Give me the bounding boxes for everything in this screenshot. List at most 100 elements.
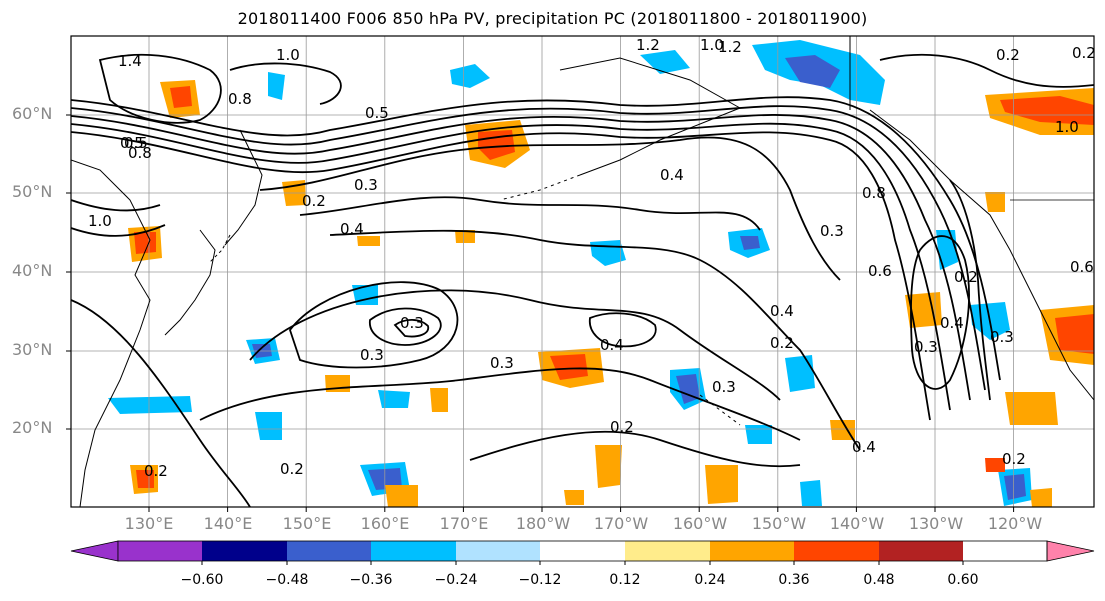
precip-positive-core — [136, 470, 154, 488]
contour-label: 0.8 — [862, 184, 886, 202]
map-background — [71, 36, 1094, 507]
pv-contour — [910, 235, 970, 390]
precip-negative-region — [255, 412, 282, 440]
lon-label: 140°E — [203, 514, 253, 533]
contour-label: 1.0 — [88, 212, 112, 230]
precip-negative-core — [785, 55, 840, 88]
colorbar — [70, 540, 1095, 565]
axis-ticks — [66, 114, 1015, 512]
pv-contour — [369, 307, 442, 346]
precip-negative-region — [352, 285, 378, 305]
precip-negative-region — [450, 64, 490, 88]
pv-contour — [199, 367, 801, 441]
precip-positive-core — [134, 232, 156, 254]
precip-positive-core — [170, 86, 192, 108]
colorbar-segment — [202, 541, 287, 561]
lon-label: 130°E — [124, 514, 174, 533]
contour-label: 0.4 — [852, 438, 876, 456]
precip-positive-region — [430, 388, 448, 412]
precip-negative-region — [378, 390, 410, 408]
pv-contour — [949, 179, 991, 401]
pv-contour — [71, 224, 166, 237]
colorbar-segment — [710, 541, 794, 561]
pv-contour — [71, 105, 986, 391]
contour-label: 1.0 — [1055, 118, 1079, 136]
pv-contour — [393, 318, 430, 338]
lat-label: 50°N — [12, 182, 53, 201]
colorbar-extend-max — [1046, 540, 1095, 562]
contour-label: 0.5 — [124, 134, 148, 152]
contour-label: 0.4 — [340, 220, 364, 238]
contour-label: 0.3 — [400, 314, 424, 332]
lon-label: 170°E — [439, 514, 489, 533]
contour-label: 0.4 — [660, 166, 684, 184]
pv-contour — [98, 53, 222, 124]
precip-positive-region — [455, 230, 475, 243]
contour-labels: 1.21.4 1.00.80.50.81.00.50.30.20.40.40.30… — [88, 36, 1096, 480]
lon-label: 120°W — [987, 514, 1043, 533]
precip-negative-core — [1004, 474, 1026, 500]
colorbar-segment — [625, 541, 710, 561]
contour-label: 1.2 — [636, 36, 660, 54]
pv-contour — [879, 53, 1094, 88]
precip-positive-core — [478, 130, 515, 160]
coastline-kamchatka — [224, 129, 263, 246]
contour-label: 0.8 — [228, 90, 252, 108]
precip-positive-core — [1055, 314, 1094, 354]
contour-label: 0.4 — [770, 302, 794, 320]
contour-label: 0.2 — [302, 192, 326, 210]
colorbar-segment — [794, 541, 879, 561]
precip-positive-region — [595, 445, 622, 488]
precip-positive-region — [830, 420, 855, 440]
lon-label: 150°E — [282, 514, 332, 533]
colorbar-tick-label: 0.36 — [778, 572, 810, 588]
contour-label: 1.2 — [718, 38, 742, 56]
colorbar-segment — [540, 541, 625, 561]
contour-label: 0.3 — [914, 338, 938, 356]
coastline-hawaii — [699, 394, 741, 426]
precip-negative-region — [640, 50, 690, 74]
coastlines — [71, 36, 1094, 507]
precip-positive-region — [1030, 488, 1052, 507]
precip-positive-region — [1005, 392, 1058, 425]
lon-label: 150°W — [751, 514, 807, 533]
contour-label: 0.6 — [1070, 258, 1094, 276]
lon-label: 180°W — [515, 514, 571, 533]
precip-negative-region — [785, 355, 815, 392]
colorbar-tick-label: −0.12 — [518, 572, 562, 588]
lon-label: 130°W — [908, 514, 964, 533]
colorbar-segment — [118, 541, 202, 561]
contour-label: 0.4 — [600, 336, 624, 354]
precip-negative-core — [740, 236, 760, 250]
contour-label: 0.5 — [365, 104, 389, 122]
colorbar-tick-label: −0.24 — [434, 572, 478, 588]
colorbar-segment — [879, 541, 963, 561]
contour-label: 0.3 — [490, 354, 514, 372]
contour-label: 0.2 — [1072, 44, 1096, 62]
colorbar-outline — [117, 540, 1048, 562]
pv-contour — [229, 62, 342, 105]
coastline-north-america — [869, 109, 1094, 401]
contour-label: 0.2 — [610, 418, 634, 436]
contour-label: 0.2 — [280, 460, 304, 478]
contour-label: 0.5 — [120, 134, 144, 152]
contour-label: 0.3 — [712, 378, 736, 396]
lon-label: 140°W — [829, 514, 885, 533]
pv-contour — [259, 136, 841, 281]
contour-label: 0.4 — [940, 314, 964, 332]
coastline-aleutians — [499, 174, 581, 201]
contour-label: 1.0 — [700, 36, 724, 54]
precip-negative-region — [268, 72, 285, 100]
precip-positive-region — [705, 465, 738, 504]
contour-label: 0.3 — [360, 346, 384, 364]
chart-title: 2018011400 F006 850 hPa PV, precipitatio… — [237, 9, 868, 28]
contour-label: 0.3 — [354, 176, 378, 194]
coastline-alaska — [559, 57, 742, 176]
colorbar-segment — [371, 541, 456, 561]
colorbar-tick-label: 0.60 — [947, 572, 979, 588]
pv-contour — [71, 114, 971, 401]
contour-label: 1.0 — [276, 46, 300, 64]
pv-contour — [588, 312, 657, 348]
colorbar-tick-label: −0.36 — [349, 572, 393, 588]
colorbar-tick-label: 0.12 — [609, 572, 641, 588]
